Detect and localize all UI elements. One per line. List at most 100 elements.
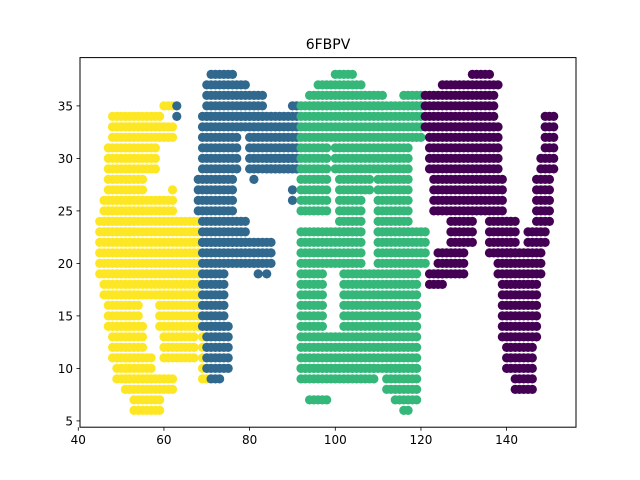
data-point xyxy=(437,269,447,279)
data-point xyxy=(257,90,268,100)
data-point xyxy=(549,153,559,163)
data-point xyxy=(322,395,332,405)
data-point xyxy=(531,311,542,321)
data-point xyxy=(262,269,272,279)
data-point xyxy=(536,258,546,268)
data-point xyxy=(493,122,503,132)
data-point xyxy=(549,164,559,174)
data-point xyxy=(137,185,148,195)
data-point xyxy=(403,174,413,184)
data-point xyxy=(412,353,422,363)
data-point xyxy=(459,248,469,258)
data-point xyxy=(223,321,233,331)
data-point xyxy=(364,185,375,195)
data-point xyxy=(219,311,229,321)
data-point xyxy=(377,90,387,100)
data-point xyxy=(497,174,507,184)
data-point xyxy=(232,132,242,142)
data-point xyxy=(369,374,379,384)
y-tick-label: 15 xyxy=(58,309,73,323)
data-point xyxy=(549,111,559,121)
data-point xyxy=(403,153,413,163)
data-point xyxy=(356,227,366,237)
data-point xyxy=(420,258,430,268)
x-tick-label: 140 xyxy=(495,433,518,447)
data-point xyxy=(437,279,447,289)
data-point xyxy=(412,342,422,352)
data-point xyxy=(219,290,229,300)
data-point xyxy=(497,195,507,205)
data-point xyxy=(227,195,238,205)
data-point xyxy=(544,206,555,216)
data-point xyxy=(536,248,546,258)
data-point xyxy=(493,164,503,174)
data-point xyxy=(527,363,537,373)
data-point xyxy=(189,342,199,352)
data-point xyxy=(403,164,413,174)
series-2 xyxy=(296,69,430,415)
data-point xyxy=(322,153,332,163)
data-point xyxy=(249,174,259,184)
data-point xyxy=(137,174,148,184)
data-point xyxy=(467,216,477,226)
data-point xyxy=(459,258,469,268)
data-point xyxy=(317,269,328,279)
data-point xyxy=(531,321,542,331)
data-point xyxy=(253,269,263,279)
data-point xyxy=(167,122,178,132)
data-point xyxy=(322,206,332,216)
data-point xyxy=(266,248,276,258)
data-point xyxy=(322,164,332,174)
data-point xyxy=(257,101,268,111)
data-point xyxy=(232,164,242,174)
data-point xyxy=(227,185,238,195)
data-point xyxy=(133,311,143,321)
data-point xyxy=(497,185,507,195)
data-point xyxy=(540,227,550,237)
chart-title: 6FBPV xyxy=(306,37,351,53)
data-point xyxy=(172,111,182,121)
data-point xyxy=(266,237,276,247)
data-point xyxy=(137,321,148,331)
data-point xyxy=(137,342,148,352)
data-point xyxy=(356,216,366,226)
data-point xyxy=(531,290,542,300)
data-point xyxy=(227,69,238,79)
data-point xyxy=(317,279,328,289)
data-point xyxy=(489,101,499,111)
data-point xyxy=(356,80,366,90)
y-axis: 5 10 15 20 25 30 35 xyxy=(58,99,80,428)
data-point xyxy=(322,174,332,184)
data-point xyxy=(356,248,366,258)
data-point xyxy=(287,195,298,205)
data-point xyxy=(412,395,422,405)
data-point xyxy=(189,353,199,363)
data-point xyxy=(493,153,503,163)
data-point xyxy=(467,237,477,247)
data-point xyxy=(227,206,238,216)
x-tick-label: 40 xyxy=(71,433,86,447)
data-point xyxy=(420,248,430,258)
data-point xyxy=(412,279,422,289)
data-point xyxy=(527,374,537,384)
plot-frame xyxy=(79,57,577,428)
data-point xyxy=(403,405,413,415)
data-point xyxy=(322,195,332,205)
data-point xyxy=(403,143,413,153)
data-point xyxy=(544,195,555,205)
data-point xyxy=(527,353,537,363)
data-point xyxy=(497,206,507,216)
data-point xyxy=(467,227,477,237)
data-point xyxy=(493,143,503,153)
data-point xyxy=(227,174,238,184)
data-point xyxy=(146,363,156,373)
data-point xyxy=(531,300,542,310)
data-point xyxy=(412,269,422,279)
data-point xyxy=(167,384,178,394)
data-point xyxy=(167,206,178,216)
data-point xyxy=(527,384,537,394)
x-tick-label: 120 xyxy=(409,433,432,447)
y-tick-label: 25 xyxy=(58,204,73,218)
data-point xyxy=(223,332,233,342)
data-point xyxy=(287,185,298,195)
